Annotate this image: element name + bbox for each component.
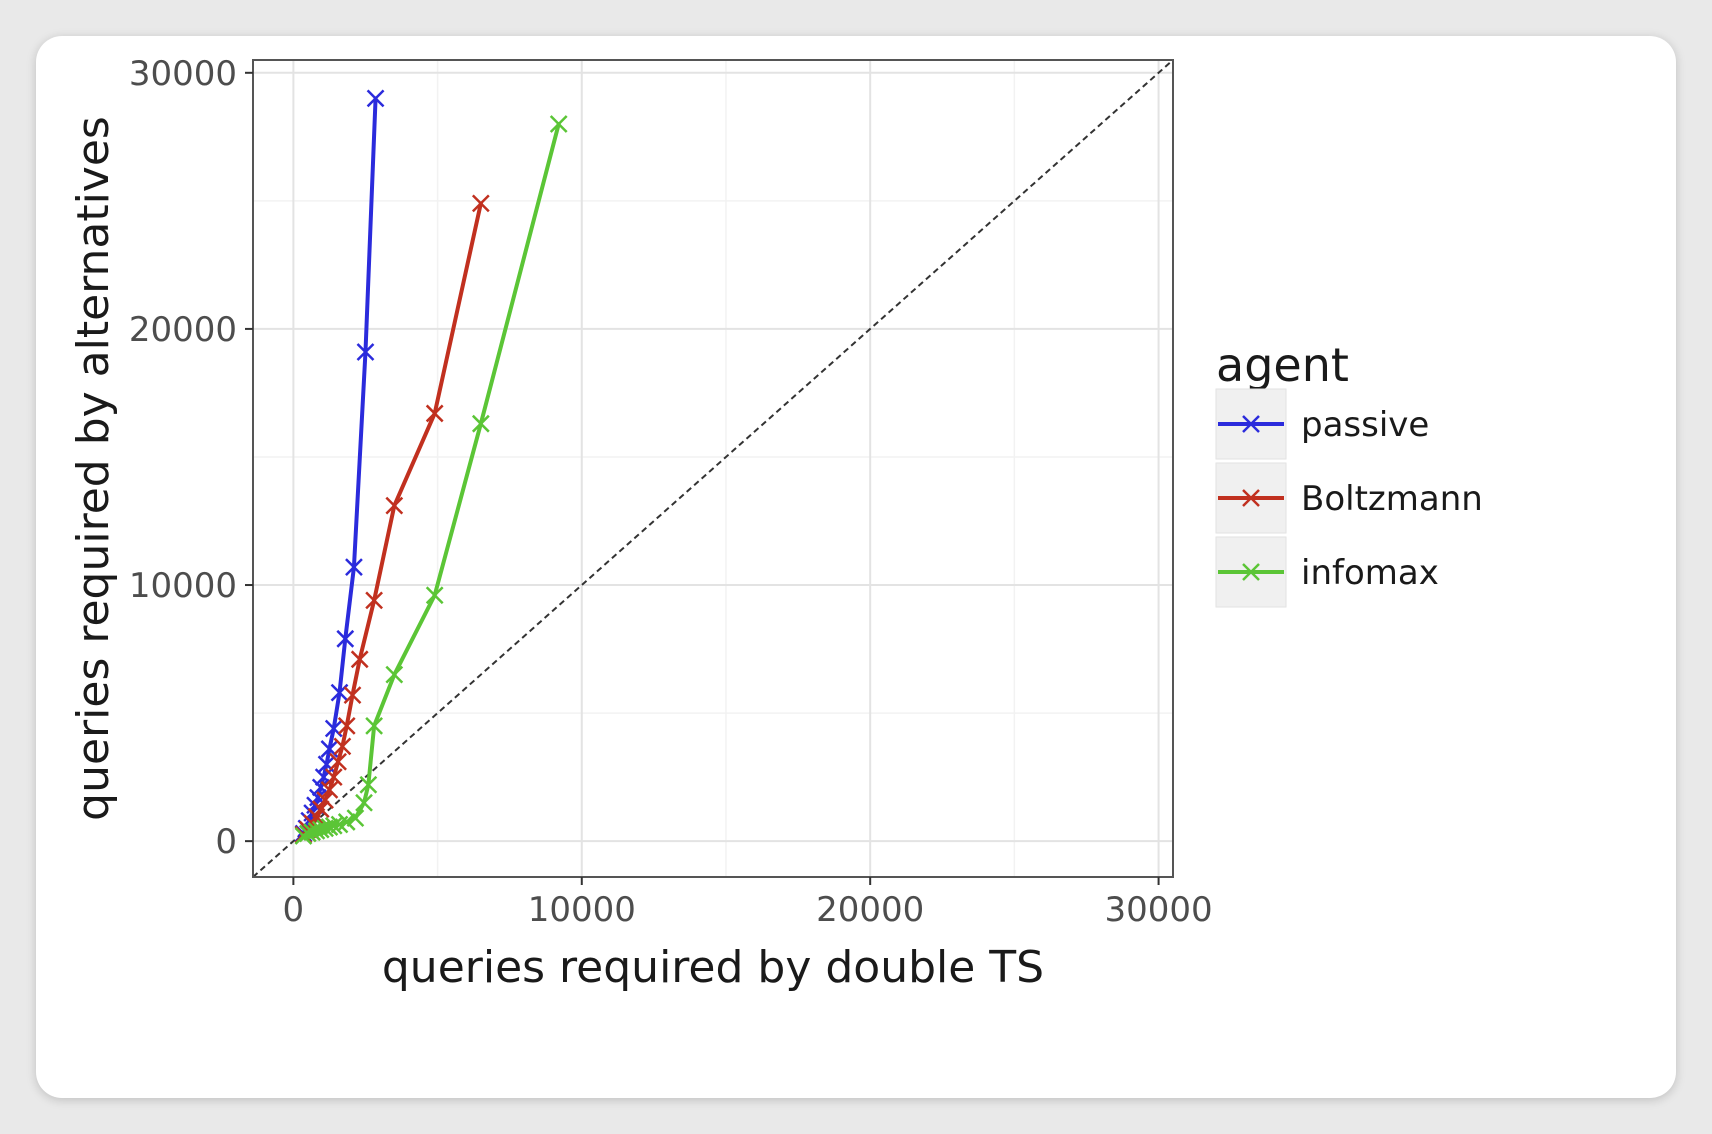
data-point-infomax [355,793,373,812]
data-point-passive [366,89,385,108]
point-marker-stroke [311,800,330,819]
point-marker-stroke [329,752,347,771]
legend-item-boltzmann: Boltzmann [1215,462,1483,534]
point-marker-stroke [549,115,568,133]
legend-item-passive: passive [1215,388,1429,460]
point-marker-stroke [359,775,378,794]
point-marker-stroke [320,818,339,836]
point-marker-stroke [311,778,330,797]
data-point-boltzmann [311,800,330,819]
data-point-infomax [346,809,365,827]
point-marker-stroke [324,719,343,738]
point-marker-stroke [385,496,404,515]
point-marker-stroke [324,768,343,786]
data-point-boltzmann [365,591,384,610]
point-marker-stroke [425,586,444,605]
point-marker-stroke [333,737,352,756]
y-tick-label: 10000 [129,566,237,606]
series-infomax [294,115,568,845]
data-point-boltzmann [343,686,362,705]
legend-marker-stroke [1242,563,1260,581]
data-point-boltzmann [471,194,490,213]
data-point-infomax [337,813,356,831]
point-marker-stroke [316,791,334,810]
data-point-boltzmann [385,496,404,515]
point-marker-stroke [343,686,362,705]
point-marker-stroke [324,816,343,835]
data-point-boltzmann [324,768,343,786]
point-marker-stroke [337,717,356,735]
point-marker-stroke [345,558,363,576]
point-marker-stroke [336,629,355,648]
series-boltzmann [294,194,490,844]
data-point-infomax [365,717,384,735]
data-point-infomax [549,115,568,133]
data-point-passive [336,629,355,648]
point-marker-stroke [365,591,384,610]
point-marker-stroke [337,813,356,831]
data-point-infomax [324,816,343,835]
point-marker-stroke [385,665,404,684]
x-axis-title: queries required by double TS [382,942,1044,993]
data-point-boltzmann [316,791,334,810]
point-marker-stroke [309,788,327,807]
data-point-boltzmann [425,404,444,423]
point-marker-stroke [356,343,375,361]
y-axis-title: queries required by alternatives [68,116,119,821]
y-tick-label: 20000 [129,310,237,350]
point-marker-stroke [317,755,336,774]
data-point-infomax [471,414,490,433]
data-point-boltzmann [337,717,356,735]
legend-label-infomax: infomax [1301,553,1439,593]
chart-svg: 0 10000 20000 30000 0 10000 20000 30000 queries… [68,54,1483,993]
chart-card: 0 10000 20000 30000 0 10000 20000 30000 queries… [36,36,1676,1098]
data-point-infomax [320,818,339,836]
point-marker-stroke [320,781,339,799]
x-tick-label: 10000 [528,890,636,930]
reference-line-layer [252,59,1174,878]
legend-marker-stroke [1242,415,1260,433]
series-line-passive [301,96,378,836]
data-point-passive [356,343,375,361]
identity-reference-line [252,59,1174,878]
legend: agent passive Boltzmann infomax [1215,338,1483,608]
axes: 0 10000 20000 30000 0 10000 20000 30000 [129,54,1213,930]
data-point-infomax [359,775,378,794]
x-tick-label: 30000 [1104,890,1212,930]
legend-label-boltzmann: Boltzmann [1301,479,1483,519]
point-marker-stroke [365,717,384,735]
legend-label-passive: passive [1301,405,1429,445]
data-point-boltzmann [350,650,369,669]
plot-panel-border [252,59,1174,878]
y-tick-label: 30000 [129,54,237,94]
data-point-boltzmann [320,781,339,799]
point-marker-stroke [346,809,365,827]
x-tick-label: 20000 [816,890,924,930]
legend-item-infomax: infomax [1215,536,1439,608]
data-point-boltzmann [329,752,347,771]
point-marker-stroke [355,793,373,812]
legend-marker-stroke [1242,489,1260,507]
point-marker-stroke [425,404,444,423]
legend-title: agent [1216,338,1349,392]
data-point-infomax [385,665,404,684]
point-marker-stroke [320,740,339,758]
x-tick-label: 0 [283,890,305,930]
legend-items: passive Boltzmann infomax [1215,388,1483,608]
point-marker-stroke [471,414,490,433]
point-marker-stroke [471,194,490,213]
data-point-boltzmann [333,737,352,756]
data-point-infomax [425,586,444,605]
y-tick-label: 0 [215,822,237,862]
point-marker-stroke [366,89,385,108]
series-layer [294,89,568,845]
point-marker-stroke [350,650,369,669]
data-point-passive [345,558,363,576]
